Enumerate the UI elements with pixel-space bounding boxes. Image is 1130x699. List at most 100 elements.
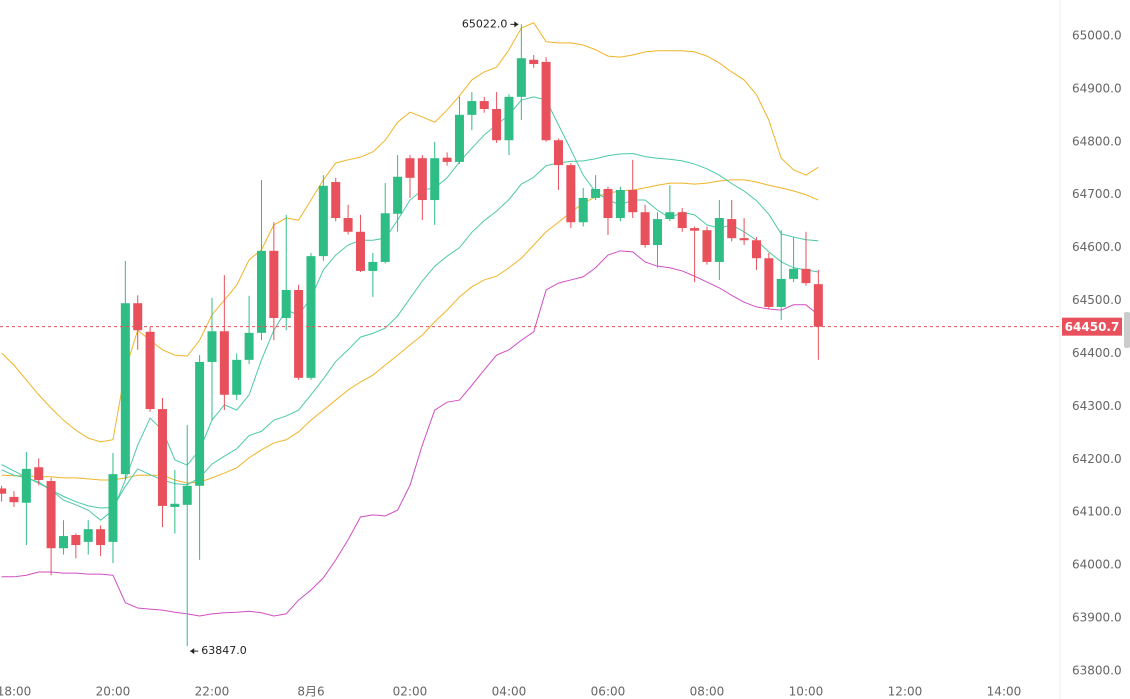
y-tick-label: 64700.0 xyxy=(1072,187,1122,201)
candle-body xyxy=(529,59,539,65)
candle-body xyxy=(628,189,638,213)
y-tick-label: 65000.0 xyxy=(1072,28,1122,42)
y-tick-label: 64100.0 xyxy=(1072,505,1122,519)
x-tick-label: 08:00 xyxy=(690,685,725,699)
x-tick-label: 18:00 xyxy=(0,685,31,699)
candle-body xyxy=(318,185,328,257)
x-tick-label: 02:00 xyxy=(393,685,428,699)
candle-body xyxy=(442,157,452,162)
candle-body xyxy=(380,213,390,262)
candle-body xyxy=(21,468,31,503)
y-tick-label: 64500.0 xyxy=(1072,293,1122,307)
x-tick-label: 14:00 xyxy=(987,685,1022,699)
x-tick-label: 22:00 xyxy=(195,685,230,699)
candle-body xyxy=(355,231,365,271)
candle-body xyxy=(727,219,737,239)
candle-body xyxy=(58,536,68,549)
candle-body xyxy=(516,58,526,97)
arrow-head xyxy=(514,21,519,28)
candle-body xyxy=(269,250,279,319)
candle-body xyxy=(566,165,576,223)
indicator-line xyxy=(1,152,819,509)
candle-body xyxy=(157,409,167,506)
candle-body xyxy=(603,188,613,219)
candle-body xyxy=(96,529,106,546)
candle-body xyxy=(306,256,316,378)
candle-body xyxy=(343,218,353,232)
arrow-head xyxy=(190,648,195,655)
indicator-line xyxy=(1,179,819,484)
y-tick-label: 64200.0 xyxy=(1072,452,1122,466)
candle-body xyxy=(652,219,662,246)
candle-body xyxy=(578,197,588,223)
candle-body xyxy=(294,289,304,378)
candle-body xyxy=(170,503,180,507)
y-tick-label: 64400.0 xyxy=(1072,346,1122,360)
x-tick-label: 10:00 xyxy=(789,685,824,699)
candle-body xyxy=(430,158,440,201)
annotation-label: 65022.0 xyxy=(462,17,508,30)
candle-body xyxy=(71,535,81,546)
indicator-line xyxy=(1,250,819,617)
candle-body xyxy=(591,188,601,198)
scroll-handle[interactable] xyxy=(1124,312,1130,348)
candle-body xyxy=(492,109,502,141)
candle-body xyxy=(145,331,155,410)
y-tick-label: 63800.0 xyxy=(1072,664,1122,678)
candle-body xyxy=(801,268,811,284)
candle-body xyxy=(454,114,464,162)
candle-body xyxy=(0,488,7,494)
candle-body xyxy=(195,361,205,486)
candle-body xyxy=(83,529,93,542)
candle-body xyxy=(232,359,242,395)
x-tick-label: 20:00 xyxy=(96,685,131,699)
annotation-label: 63847.0 xyxy=(201,644,247,657)
candle-body xyxy=(665,212,675,220)
candle-body xyxy=(207,331,217,362)
candle-body xyxy=(714,218,724,262)
candle-body xyxy=(615,189,625,219)
candle-body xyxy=(405,158,415,178)
candle-body xyxy=(46,481,56,549)
candle-body xyxy=(281,289,291,319)
y-tick-label: 64600.0 xyxy=(1072,240,1122,254)
last-price-label: 64450.7 xyxy=(1065,320,1120,334)
candle-body xyxy=(702,230,712,262)
candle-body xyxy=(133,303,143,331)
y-tick-label: 63900.0 xyxy=(1072,611,1122,625)
candle-body xyxy=(219,331,229,395)
candle-body xyxy=(813,284,823,327)
candle-body xyxy=(541,61,551,141)
y-tick-label: 64800.0 xyxy=(1072,134,1122,148)
candle-body xyxy=(244,332,254,360)
x-tick-label: 04:00 xyxy=(492,685,527,699)
candle-body xyxy=(368,261,378,271)
candle-body xyxy=(690,228,700,231)
candle-body xyxy=(751,240,761,259)
candle-body xyxy=(764,258,774,307)
y-tick-label: 64900.0 xyxy=(1072,81,1122,95)
candle-body xyxy=(553,140,563,166)
candle-body xyxy=(739,238,749,241)
candle-body xyxy=(120,303,130,475)
candle-body xyxy=(776,278,786,307)
x-tick-label: 06:00 xyxy=(591,685,626,699)
x-tick-label: 12:00 xyxy=(888,685,923,699)
candle-body xyxy=(108,474,118,542)
candle-body xyxy=(331,182,341,219)
candle-body xyxy=(393,176,403,214)
candle-body xyxy=(417,158,427,201)
candle-body xyxy=(789,268,799,279)
candle-body xyxy=(677,212,687,229)
candle-body xyxy=(182,485,192,505)
candle-body xyxy=(9,496,19,503)
candle-body xyxy=(640,212,650,246)
candle-body xyxy=(479,101,489,110)
candle-body xyxy=(504,96,514,141)
candle-body xyxy=(467,101,477,115)
x-tick-label: 8月6 xyxy=(297,685,324,699)
last-price-tag xyxy=(1062,317,1122,336)
candle-body xyxy=(34,467,44,480)
y-tick-label: 64000.0 xyxy=(1072,558,1122,572)
